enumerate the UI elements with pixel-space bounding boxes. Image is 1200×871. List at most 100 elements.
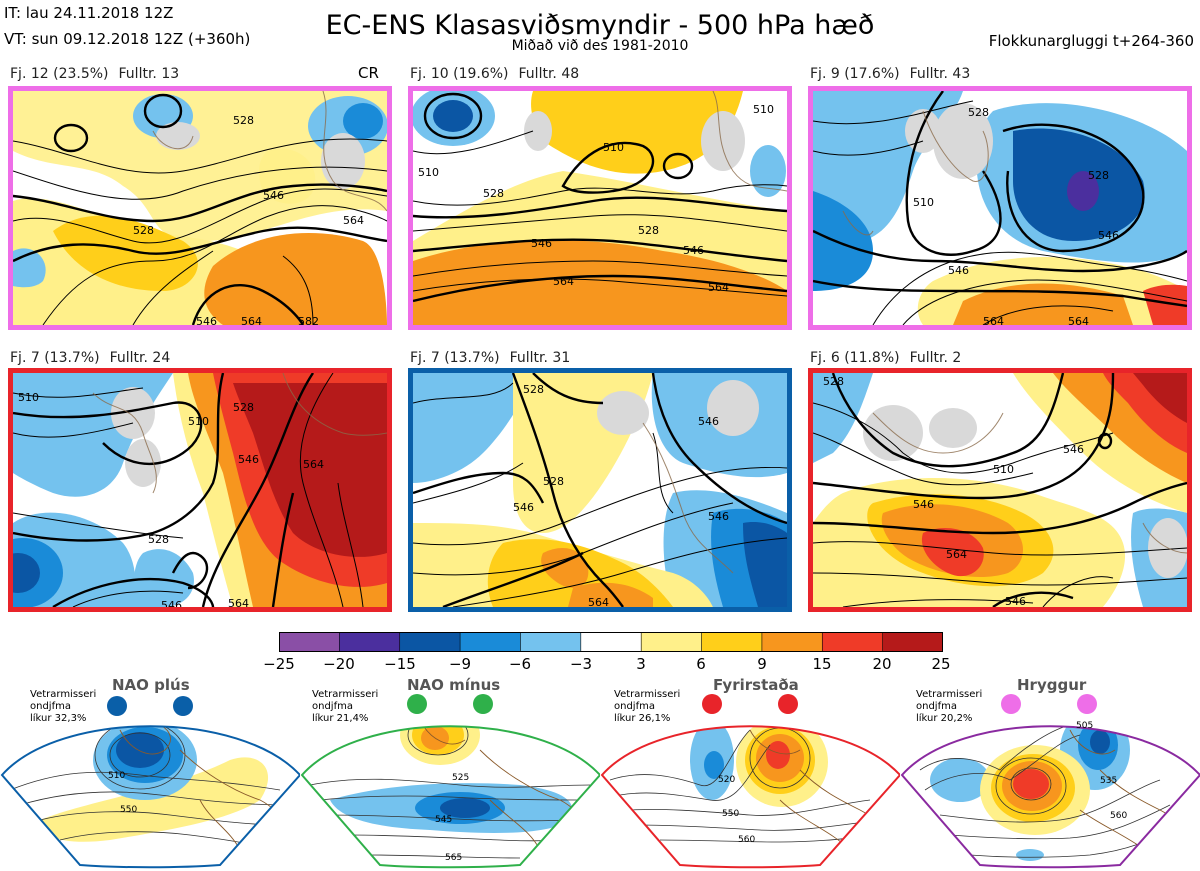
colorbar-segment — [882, 631, 944, 653]
contour-label: 546 — [161, 599, 182, 607]
contour-label: 528 — [233, 401, 254, 414]
contour-label: 582 — [298, 315, 319, 325]
regime-marker — [778, 694, 798, 714]
contour-label: 564 — [588, 596, 609, 607]
contour-label: 546 — [196, 315, 217, 325]
contour-label: 565 — [445, 853, 462, 863]
contour-label: 546 — [263, 189, 284, 202]
contour-label: 560 — [1110, 811, 1127, 821]
regime-marker — [473, 694, 493, 714]
colorbar-segment — [339, 631, 401, 653]
contour-label: 528 — [968, 106, 989, 119]
regime-marker — [1077, 694, 1097, 714]
contour-label: 510 — [418, 166, 439, 179]
panel-6-label: Fj. 6 (11.8%) Fulltr. 2 — [810, 350, 962, 366]
contour-label: 528 — [1088, 169, 1109, 182]
issue-time: IT: lau 24.11.2018 12Z — [4, 4, 174, 22]
cluster-map-5: 528 528 546 546 546 564 — [408, 368, 792, 612]
cluster-map-3: 510 528 528 546 546 564 564 — [808, 86, 1192, 330]
colorbar-segment — [580, 631, 642, 653]
contour-label: 560 — [738, 835, 755, 845]
contour-label: 564 — [983, 315, 1004, 325]
contour-label: 545 — [435, 815, 452, 825]
colorbar-tick: −9 — [448, 655, 472, 673]
contour-label: 510 — [913, 196, 934, 209]
colorbar-tick: 9 — [757, 655, 767, 673]
contour-label: 550 — [120, 805, 137, 815]
colorbar-segment — [821, 631, 884, 653]
colorbar-segment — [459, 631, 522, 653]
contour-label: 546 — [948, 264, 969, 277]
regime-marker — [173, 696, 193, 716]
contour-label: 550 — [722, 809, 739, 819]
colorbar-segment — [278, 631, 341, 653]
contour-label: 528 — [823, 375, 844, 388]
contour-label: 546 — [238, 453, 259, 466]
contour-label: 564 — [228, 597, 249, 607]
clustering-window: Flokkunargluggi t+264-360 — [988, 32, 1194, 50]
colorbar-tick: 20 — [872, 655, 892, 673]
regime-marker — [1001, 694, 1021, 714]
colorbar — [278, 631, 944, 653]
contour-label: 564 — [708, 281, 729, 294]
page-subtitle: Miðað við des 1981-2010 — [511, 38, 689, 54]
contour-label: 546 — [683, 244, 704, 257]
cluster-map-4: 510 510 528 528 546 546 564 564 — [8, 368, 392, 612]
colorbar-segment — [399, 631, 461, 653]
contour-label: 564 — [553, 275, 574, 288]
colorbar-tick: −20 — [323, 655, 355, 673]
contour-label: 546 — [698, 415, 719, 428]
colorbar-tick: 25 — [931, 655, 951, 673]
regime-name-ridge: Hryggur — [1017, 676, 1087, 694]
contour-label: 510 — [108, 771, 125, 781]
contour-label: 546 — [531, 237, 552, 250]
regime-marker — [407, 694, 427, 714]
contour-label: 528 — [543, 475, 564, 488]
contour-label: 528 — [523, 383, 544, 396]
contour-label: 528 — [233, 114, 254, 127]
regime-note: Vetrarmisseri ondjfma líkur 20,2% — [916, 689, 983, 724]
valid-time: VT: sun 09.12.2018 12Z (+360h) — [4, 30, 251, 48]
regime-map-blocking: 520 550 560 — [600, 694, 900, 869]
contour-label: 564 — [946, 548, 967, 561]
colorbar-tick: −3 — [569, 655, 593, 673]
contour-label: 564 — [303, 458, 324, 471]
colorbar-tick: 6 — [696, 655, 706, 673]
contour-label: 546 — [1063, 443, 1084, 456]
regime-marker — [702, 694, 722, 714]
colorbar-tick: −15 — [384, 655, 416, 673]
contour-label: 528 — [133, 224, 154, 237]
regime-note: Vetrarmisseri ondjfma líkur 21,4% — [312, 689, 379, 724]
regime-name-nao-plus: NAO plús — [112, 676, 190, 694]
contour-label: 546 — [513, 501, 534, 514]
contour-label: 546 — [913, 498, 934, 511]
regime-note: Vetrarmisseri ondjfma líkur 32,3% — [30, 689, 97, 724]
contour-label: 528 — [148, 533, 169, 546]
colorbar-segment — [640, 631, 703, 653]
contour-label: 510 — [993, 463, 1014, 476]
regime-name-blocking: Fyrirstaða — [713, 676, 799, 694]
page-title: EC-ENS Klasasviðsmyndir - 500 hPa hæð — [325, 10, 875, 41]
panel-2-label: Fj. 10 (19.6%) Fulltr. 48 — [410, 66, 580, 82]
contour-label: 510 — [753, 103, 774, 116]
cluster-map-1: 528 528 546 564 546 564 582 — [8, 86, 392, 330]
contour-label: 564 — [241, 315, 262, 325]
colorbar-segment — [701, 631, 763, 653]
colorbar-tick: 3 — [636, 655, 646, 673]
colorbar-segment — [761, 631, 824, 653]
contour-label: 528 — [483, 187, 504, 200]
regime-marker — [107, 696, 127, 716]
contour-label: 546 — [708, 510, 729, 523]
cluster-map-6: 528 510 546 546 564 546 — [808, 368, 1192, 612]
contour-label: 510 — [188, 415, 209, 428]
colorbar-tick: 15 — [812, 655, 832, 673]
regime-note: Vetrarmisseri ondjfma líkur 26,1% — [614, 689, 681, 724]
panel-1-label: Fj. 12 (23.5%) Fulltr. 13 — [10, 66, 180, 82]
contour-label: 564 — [343, 214, 364, 227]
contour-label: 535 — [1100, 776, 1117, 786]
regime-map-nao-plus: 510 550 — [0, 696, 300, 869]
contour-label: 564 — [1068, 315, 1089, 325]
panel-4-label: Fj. 7 (13.7%) Fulltr. 24 — [10, 350, 171, 366]
regime-map-nao-minus: 525 545 565 — [300, 694, 600, 869]
contour-label: 546 — [1005, 595, 1026, 607]
